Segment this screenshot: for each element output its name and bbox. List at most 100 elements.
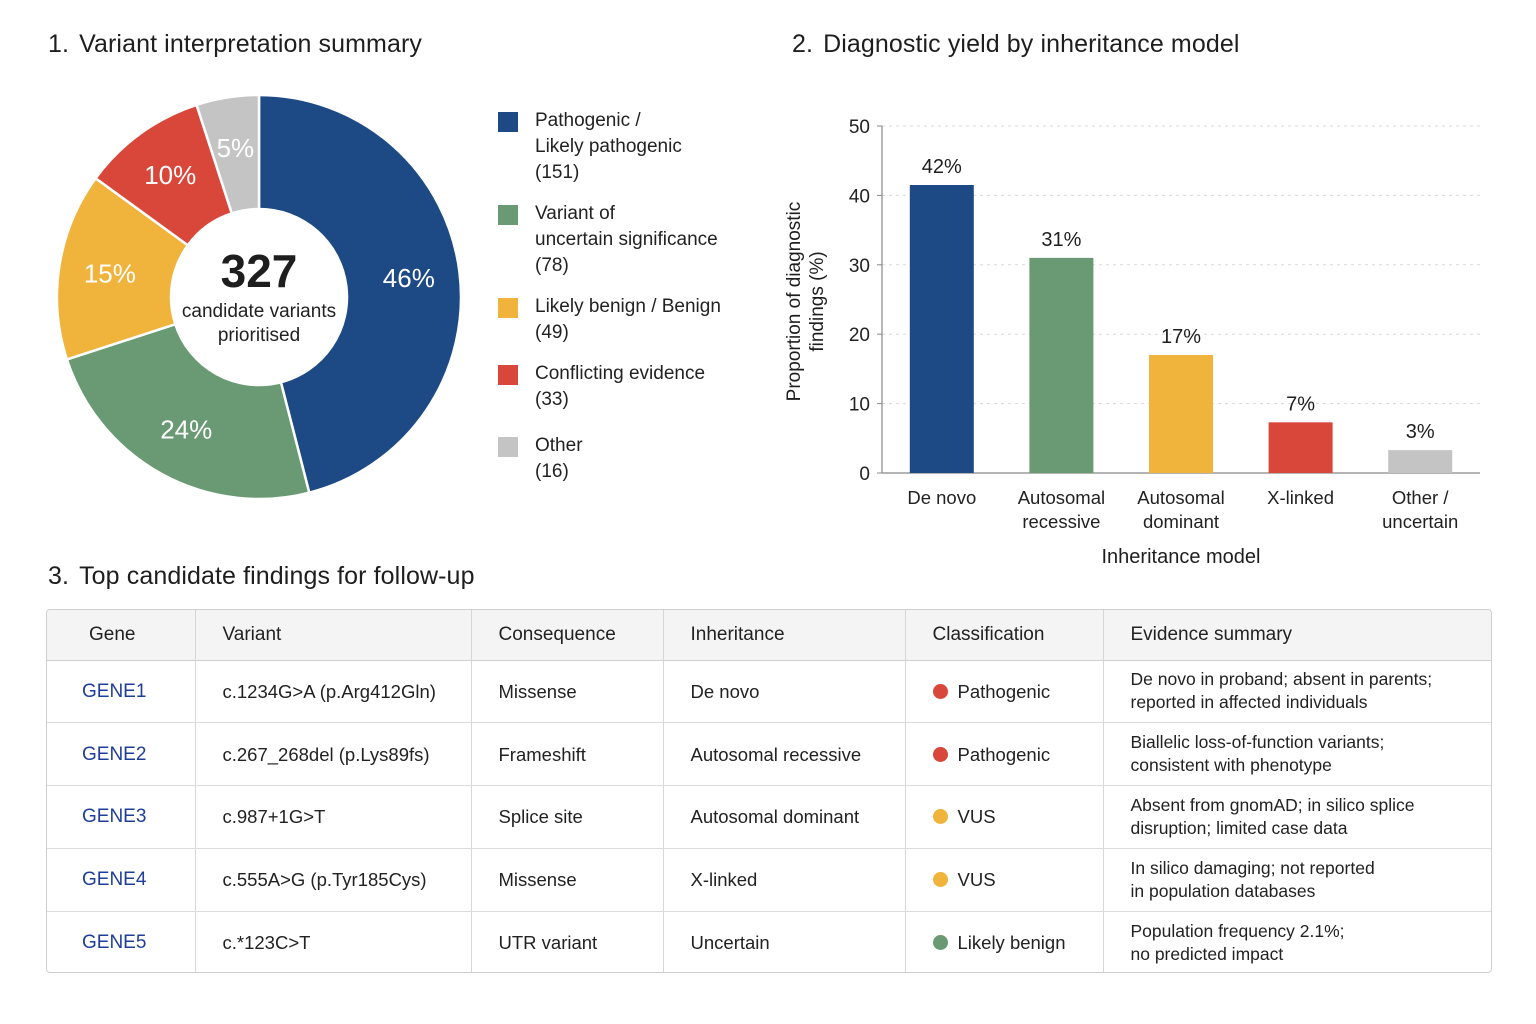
panel1-title: 1. Variant interpretation summary (48, 30, 423, 58)
table-row: GENE5 c.*123C>T UTR variant Uncertain Likely… (47, 911, 1491, 972)
bar-chart: 0 10 20 30 40 50 42% De novo 31% Autosomal recessi… (784, 117, 1480, 568)
donut-center-value: 327 (221, 245, 298, 297)
donut-chart: 46% 24% 15% 10% 5% 327 candidate variants prior… (55, 93, 463, 501)
classification-cell: VUS (905, 848, 1104, 912)
legend-swatch (498, 205, 518, 225)
legend-item-variant-of-uncertain-significance: Variant of uncertain significance (78) (498, 201, 718, 279)
y-axis-label: Proportion of diagnostic findings (%) (784, 202, 828, 402)
table-row: GENE1 c.1234G>A (p.Arg412Gln) Missense De n… (47, 660, 1491, 724)
gene-cell: GENE4 (47, 848, 196, 912)
classification-dot-icon (932, 809, 948, 825)
variant-cell: c.*123C>T (195, 911, 472, 972)
legend-count: (49) (535, 322, 569, 343)
donut-slice-label: 15% (84, 258, 136, 288)
donut-slice-label: 24% (160, 414, 212, 444)
donut-slice-label: 10% (144, 160, 196, 190)
column-header-gene: Gene (47, 610, 196, 661)
bar-value-label: 31% (1041, 229, 1081, 251)
variant-cell: c.555A>G (p.Tyr185Cys) (195, 848, 472, 912)
x-tick-label: X-linked (1267, 487, 1334, 508)
legend-count: (78) (535, 255, 569, 276)
variant-cell: c.1234G>A (p.Arg412Gln) (195, 660, 472, 724)
legend-label: Pathogenic / Likely pathogenic (535, 110, 682, 157)
classification-dot-icon (932, 872, 948, 888)
classification-dot-icon (932, 683, 948, 699)
legend-label: Likely benign / Benign (535, 296, 721, 317)
legend-count: (16) (535, 461, 569, 482)
bar-value-label: 42% (922, 156, 962, 178)
donut-slice-label: 5% (217, 133, 255, 163)
bar-other-uncertain (1388, 450, 1453, 473)
legend-swatch (498, 365, 518, 385)
classification-label: Pathogenic (957, 680, 1051, 702)
evidence-cell: In silico damaging; not reported in popu… (1103, 848, 1491, 912)
y-tick-label: 10 (849, 395, 870, 416)
column-header-inheritance: Inheritance (663, 610, 906, 661)
donut-center-caption-1: candidate variants (182, 301, 336, 322)
inheritance-cell: X-linked (663, 848, 906, 912)
classification-cell: Pathogenic (905, 660, 1104, 724)
legend-item-other: Other (16) (498, 433, 583, 485)
inheritance-cell: De novo (663, 660, 906, 724)
classification-cell: VUS (905, 785, 1104, 849)
evidence-cell: Population frequency 2.1%; no predicted … (1130, 920, 1345, 964)
consequence-cell: Missense (471, 660, 664, 724)
variant-cell: c.267_268del (p.Lys89fs) (195, 722, 472, 787)
consequence-cell: Splice site (471, 785, 664, 849)
classification-dot-icon (932, 746, 948, 762)
gene-cell: GENE2 (47, 722, 196, 787)
legend-swatch (498, 437, 518, 457)
classification-cell: Likely benign (905, 911, 1104, 972)
bar-value-label: 17% (1161, 326, 1201, 348)
x-tick-label: De novo (907, 487, 976, 508)
donut-slice-likely-benign-benign (55, 176, 190, 361)
evidence-cell: Absent from gnomAD; in silico splice dis… (1103, 785, 1491, 849)
inheritance-cell: Autosomal dominant (663, 785, 906, 849)
bar-autosomal-dominant (1149, 355, 1213, 473)
column-header-classification: Classification (905, 610, 1104, 661)
findings-table: Gene Variant Consequence Inheritance Classif… (46, 609, 1492, 973)
bar-x-linked (1268, 422, 1333, 473)
variant-cell: c.987+1G>T (195, 785, 472, 849)
y-tick-label: 0 (859, 464, 870, 485)
table-header-row: Gene Variant Consequence Inheritance Classif… (47, 610, 1491, 661)
donut-slice-pathogenic-likely-pathogenic (257, 93, 463, 495)
table-row: GENE4 c.555A>G (p.Tyr185Cys) Missense X-lin… (47, 848, 1491, 912)
table-body: GENE1 c.1234G>A (p.Arg412Gln) Missense De n… (47, 660, 1491, 972)
legend-count: (33) (535, 389, 569, 410)
evidence-cell: De novo in proband; absent in parents; r… (1103, 660, 1491, 724)
classification-label: Likely benign (957, 932, 1066, 954)
gene-cell: GENE5 (47, 911, 196, 972)
donut-center-caption-2: prioritised (218, 325, 300, 346)
panel3-title: 3. Top candidate findings for follow-up (48, 562, 475, 590)
x-tick-label: Autosomal dominant (1137, 487, 1224, 532)
consequence-cell: Missense (471, 848, 664, 912)
classification-dot-icon (932, 935, 948, 951)
bar-autosomal-recessive (1029, 257, 1094, 473)
legend-swatch (498, 112, 518, 132)
bar-de-novo (909, 184, 974, 473)
legend-swatch (498, 298, 518, 318)
legend-item-pathogenic-likely-pathogenic: Pathogenic / Likely pathogenic (151) (498, 108, 682, 186)
donut-slice-label: 46% (383, 263, 435, 293)
legend-label: Variant of uncertain significance (535, 203, 718, 250)
legend-label: Other (535, 435, 583, 456)
classification-label: VUS (957, 869, 996, 891)
classification-label: VUS (957, 806, 996, 828)
x-tick-label: Autosomal recessive (1018, 487, 1105, 532)
x-axis-label: Inheritance model (1102, 546, 1261, 568)
inheritance-cell: Uncertain (663, 911, 906, 972)
legend-count: (151) (535, 162, 580, 183)
legend-item-likely-benign-benign: Likely benign / Benign (49) (498, 294, 721, 346)
column-header-evidence-summary: Evidence summary (1103, 610, 1491, 661)
classification-cell: Pathogenic (905, 722, 1104, 787)
gene-cell: GENE1 (47, 660, 196, 724)
column-header-consequence: Consequence (471, 610, 664, 661)
evidence-cell: Biallelic loss-of-function variants; con… (1103, 722, 1491, 787)
column-header-variant: Variant (195, 610, 472, 661)
donut-slice-other (195, 93, 261, 215)
gene-cell: GENE3 (47, 785, 196, 849)
table-row: GENE2 c.267_268del (p.Lys89fs) Frameshift A… (47, 722, 1491, 787)
consequence-cell: UTR variant (471, 911, 664, 972)
consequence-cell: Frameshift (471, 722, 664, 787)
